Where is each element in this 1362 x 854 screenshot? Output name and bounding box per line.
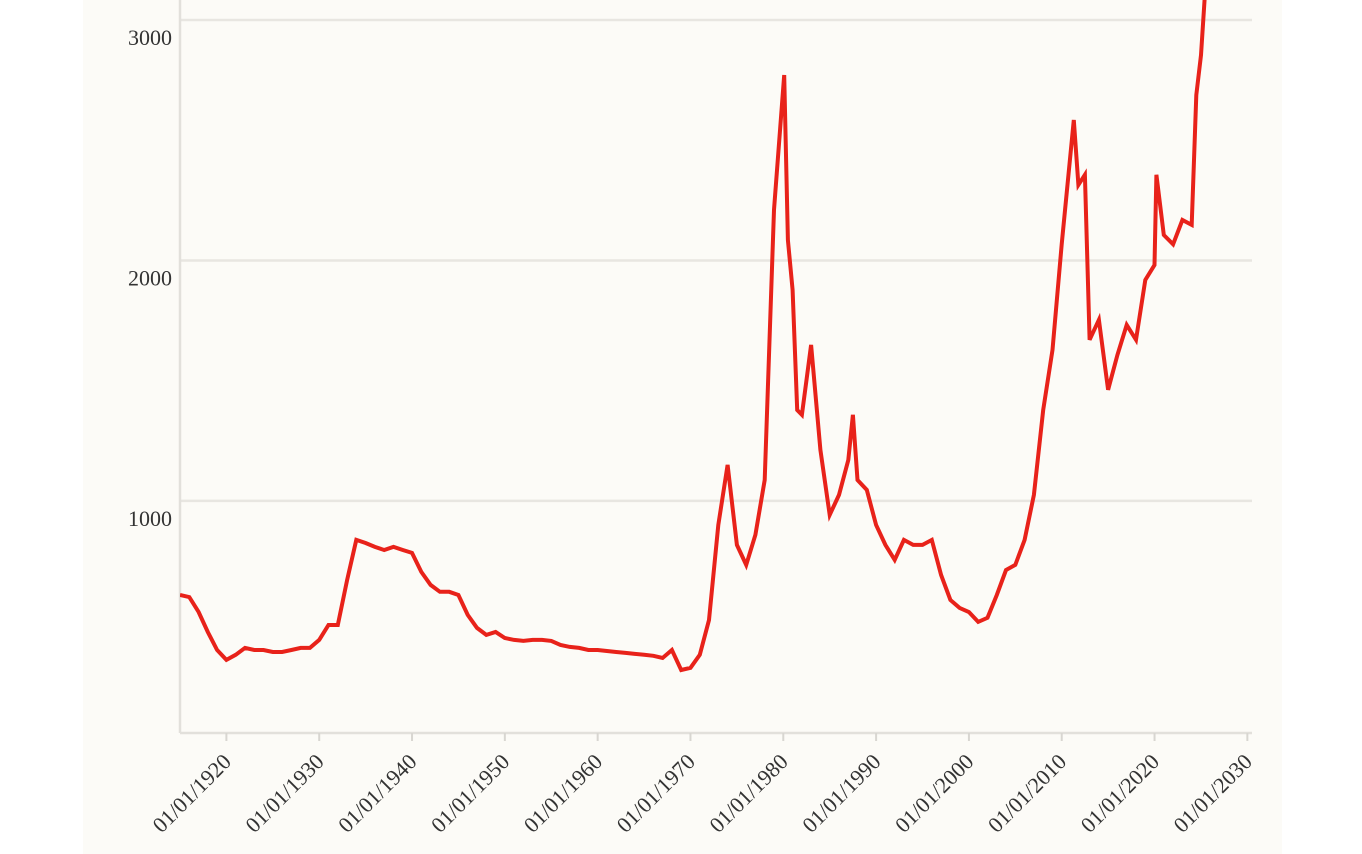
y-tick-label: 1000 <box>128 506 172 531</box>
plot-area <box>180 0 1207 673</box>
y-tick-label: 3000 <box>128 25 172 50</box>
y-tick-label: 2000 <box>128 265 172 290</box>
data-line <box>180 0 1207 673</box>
chart-background <box>83 0 1282 854</box>
